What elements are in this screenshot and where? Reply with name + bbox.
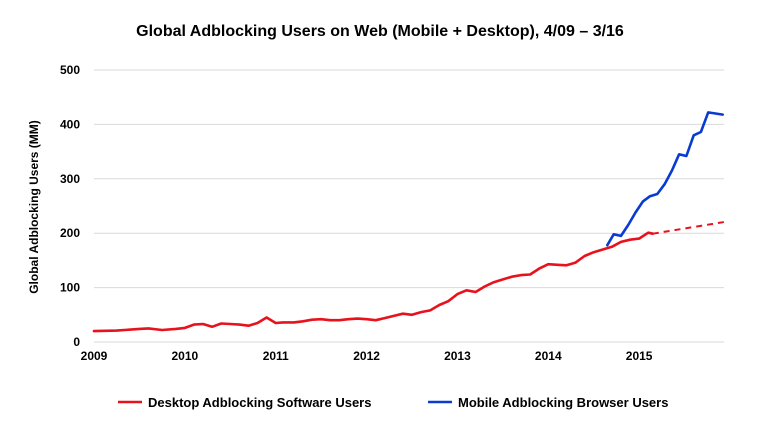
y-tick-0: 0 xyxy=(73,335,80,349)
y-tick-400: 400 xyxy=(60,117,80,131)
series-line-1 xyxy=(652,220,726,235)
series-line-0 xyxy=(92,231,655,333)
series-lines xyxy=(92,111,726,333)
x-tick-2011: 2011 xyxy=(263,349,289,363)
chart-title: Global Adblocking Users on Web (Mobile +… xyxy=(136,23,624,40)
gridlines xyxy=(94,69,724,343)
legend-label-1: Mobile Adblocking Browser Users xyxy=(458,395,668,410)
y-tick-300: 300 xyxy=(60,172,80,186)
legend-label-0: Desktop Adblocking Software Users xyxy=(148,395,371,410)
y-tick-500: 500 xyxy=(60,63,80,77)
y-tick-100: 100 xyxy=(60,281,80,295)
x-tick-2010: 2010 xyxy=(172,349,199,363)
y-tick-labels: 0 100 200 300 400 500 xyxy=(60,63,80,349)
x-tick-2013: 2013 xyxy=(444,349,471,363)
x-tick-2014: 2014 xyxy=(535,349,562,363)
legend: Desktop Adblocking Software Users Mobile … xyxy=(118,395,668,410)
x-tick-labels: 2009 2010 2011 2012 2013 2014 2015 xyxy=(81,349,653,363)
y-tick-200: 200 xyxy=(60,226,80,240)
x-tick-2015: 2015 xyxy=(626,349,653,363)
x-tick-2009: 2009 xyxy=(81,349,108,363)
y-axis-label: Global Adblocking Users (MM) xyxy=(27,120,41,294)
x-tick-2012: 2012 xyxy=(353,349,380,363)
